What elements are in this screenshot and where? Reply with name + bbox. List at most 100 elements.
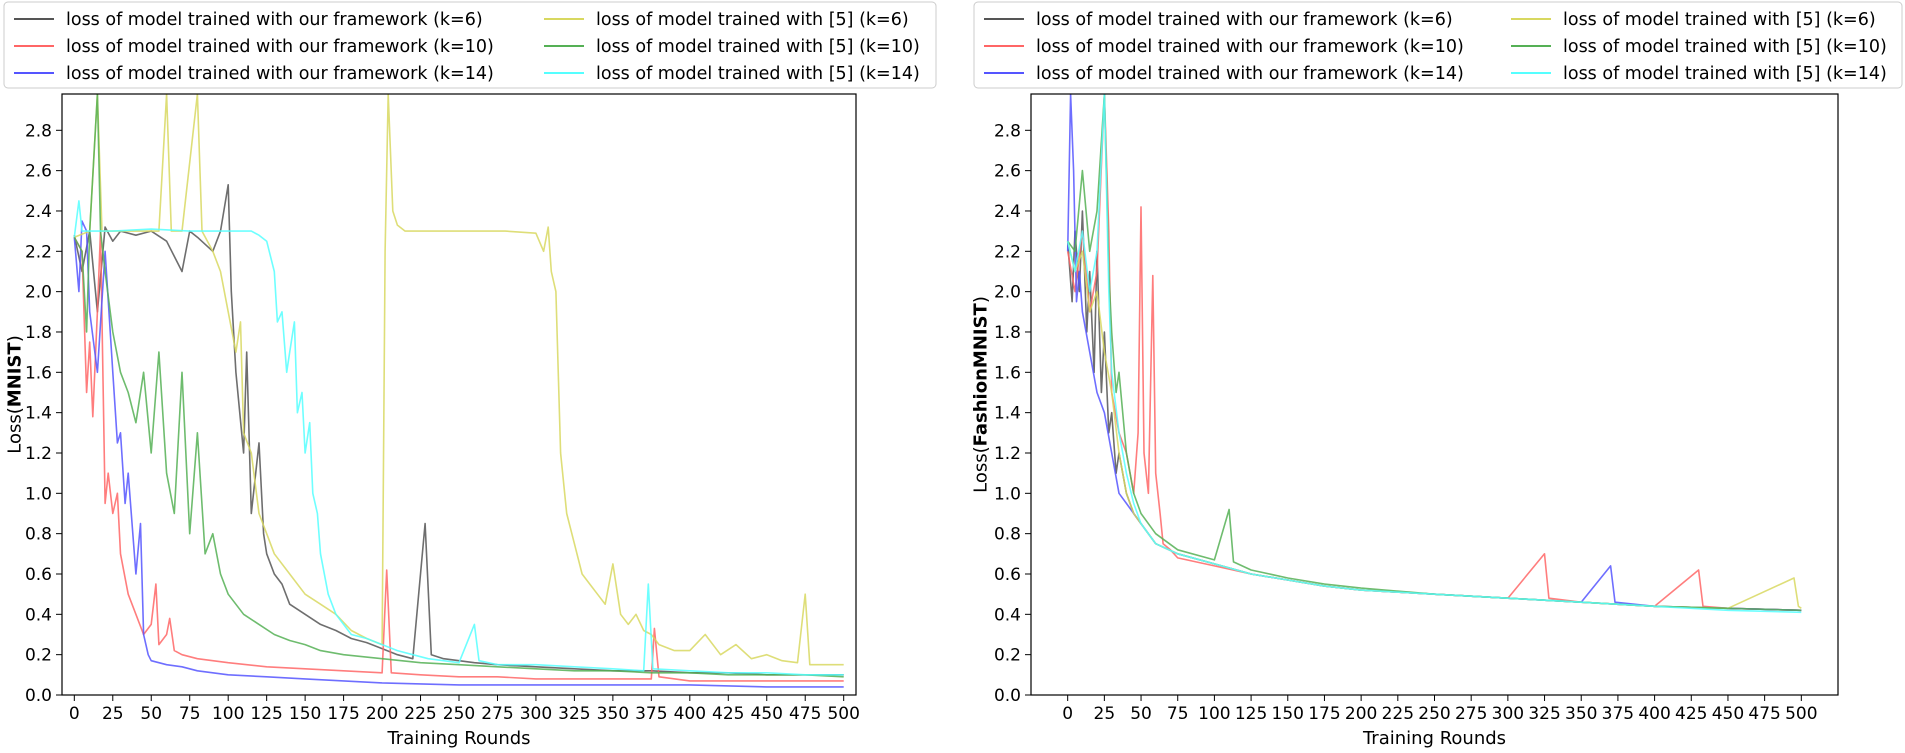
- series-line-4: [1067, 94, 1802, 612]
- legend-entry: loss of model trained with our framework…: [1036, 37, 1464, 57]
- y-tick-label: 2.2: [25, 242, 52, 262]
- x-tick-label: 200: [366, 704, 398, 724]
- y-tick-label: 2.2: [994, 242, 1021, 262]
- x-tick-label: 175: [1308, 704, 1340, 724]
- y-tick-label: 0.4: [994, 605, 1021, 625]
- x-tick-label: 400: [674, 704, 706, 724]
- y-tick-label: 0.2: [994, 646, 1021, 666]
- legend-entry: loss of model trained with [5] (k=14): [1563, 64, 1887, 84]
- y-tick-label: 1.2: [994, 444, 1021, 464]
- x-tick-label: 75: [1167, 704, 1189, 724]
- x-tick-label: 200: [1345, 704, 1377, 724]
- legend-entry: loss of model trained with [5] (k=14): [596, 64, 920, 84]
- x-tick-label: 300: [1492, 704, 1524, 724]
- legend-entry: loss of model trained with our framework…: [1036, 10, 1453, 30]
- chart-mnist: 0 25 50 75 100 125 150 175 200 225 250 275 300 325 350…: [3, 1, 937, 749]
- x-tick-label: 425: [1675, 704, 1707, 724]
- x-tick-label: 275: [1455, 704, 1487, 724]
- legend: loss of model trained with our framework…: [3, 1, 937, 89]
- y-tick-label: 2.6: [25, 162, 52, 182]
- x-tick-label: 375: [635, 704, 667, 724]
- legend-entry: loss of model trained with [5] (k=6): [596, 10, 909, 30]
- legend-entry: loss of model trained with [5] (k=10): [1563, 37, 1887, 57]
- x-tick-label: 325: [1528, 704, 1560, 724]
- x-tick-label: 500: [1785, 704, 1817, 724]
- x-tick-label: 400: [1638, 704, 1670, 724]
- y-tick-label: 1.8: [25, 323, 52, 343]
- x-tick-label: 275: [481, 704, 513, 724]
- y-axis-label: Loss(MNIST): [4, 335, 25, 453]
- x-tick-label: 225: [1382, 704, 1414, 724]
- x-tick-label: 0: [69, 704, 80, 724]
- y-tick-label: 0.8: [25, 525, 52, 545]
- y-tick-label: 2.0: [25, 283, 52, 303]
- y-tick-label: 0.2: [25, 646, 52, 666]
- y-tick-label: 1.6: [994, 363, 1021, 383]
- x-tick-label: 300: [520, 704, 552, 724]
- series-line-0: [73, 184, 844, 676]
- x-tick-label: 125: [1235, 704, 1267, 724]
- series-line-1: [1066, 94, 1802, 612]
- series-group: [73, 94, 844, 688]
- x-tick-label: 425: [712, 704, 744, 724]
- x-tick-label: 50: [140, 704, 162, 724]
- x-tick-label: 50: [1130, 704, 1152, 724]
- x-tick-label: 325: [558, 704, 590, 724]
- y-axis-label: Loss(FashionMNIST): [970, 296, 991, 493]
- y-tick-label: 1.8: [994, 323, 1021, 343]
- y-tick-label: 1.6: [25, 363, 52, 383]
- y-tick-label: 1.4: [994, 404, 1021, 424]
- y-tick-label: 1.0: [994, 484, 1021, 504]
- y-tick-label: 1.4: [25, 404, 52, 424]
- y-tick-label: 0.0: [25, 686, 52, 706]
- x-tick-label: 500: [827, 704, 859, 724]
- y-tick-label: 0.0: [994, 686, 1021, 706]
- series-group: [1066, 94, 1802, 614]
- legend: loss of model trained with our framework…: [973, 1, 1903, 89]
- legend-entry: loss of model trained with [5] (k=10): [596, 37, 920, 57]
- plot-frame: [1030, 93, 1839, 696]
- series-line-4: [73, 94, 844, 678]
- y-tick-label: 1.2: [25, 444, 52, 464]
- y-tick-label: 2.4: [25, 202, 52, 222]
- legend-box: [3, 1, 937, 89]
- x-tick-label: 250: [443, 704, 475, 724]
- y-tick-label: 0.4: [25, 605, 52, 625]
- x-tick-label: 225: [404, 704, 436, 724]
- y-tick-label: 1.0: [25, 484, 52, 504]
- series-line-2: [1066, 94, 1802, 612]
- series-line-2: [73, 220, 844, 688]
- chart-fashionmnist: 0 25 50 75 100 125 150 175 200 225 250 275 300 325 350…: [970, 1, 1903, 749]
- legend-entry: loss of model trained with our framework…: [1036, 64, 1464, 84]
- series-line-5: [73, 200, 844, 676]
- x-tick-label: 350: [1565, 704, 1597, 724]
- y-tick-label: 2.8: [25, 121, 52, 141]
- x-tick-label: 0: [1062, 704, 1073, 724]
- legend-box: [973, 1, 1903, 89]
- y-tick-label: 2.8: [994, 121, 1021, 141]
- x-tick-label: 475: [789, 704, 821, 724]
- y-tick-label: 0.6: [25, 565, 52, 585]
- x-tick-label: 250: [1418, 704, 1450, 724]
- x-axis-label: Training Rounds: [1362, 728, 1506, 749]
- y-tick-label: 2.0: [994, 283, 1021, 303]
- series-line-5: [1066, 94, 1802, 614]
- y-tick-label: 0.6: [994, 565, 1021, 585]
- x-tick-label: 150: [1272, 704, 1304, 724]
- x-tick-label: 475: [1748, 704, 1780, 724]
- legend-entry: loss of model trained with our framework…: [66, 64, 494, 84]
- x-tick-label: 75: [179, 704, 201, 724]
- x-tick-label: 175: [327, 704, 359, 724]
- x-tick-label: 350: [597, 704, 629, 724]
- legend-entry: loss of model trained with [5] (k=6): [1563, 10, 1876, 30]
- series-line-3: [74, 94, 844, 666]
- x-tick-label: 100: [1198, 704, 1230, 724]
- x-tick-label: 375: [1602, 704, 1634, 724]
- x-tick-label: 125: [250, 704, 282, 724]
- x-tick-label: 100: [212, 704, 244, 724]
- x-tick-label: 150: [289, 704, 321, 724]
- x-tick-label: 25: [102, 704, 124, 724]
- y-tick-label: 2.6: [994, 162, 1021, 182]
- series-line-1: [73, 230, 844, 682]
